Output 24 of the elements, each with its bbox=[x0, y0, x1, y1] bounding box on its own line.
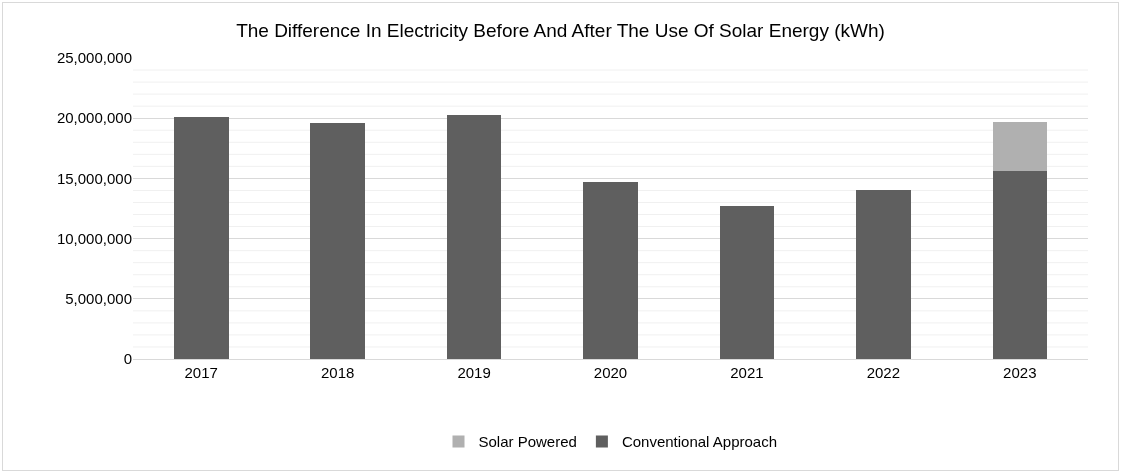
x-tick-label: 2020 bbox=[593, 364, 628, 381]
y-tick-label: 25,000,000 bbox=[56, 49, 132, 67]
bar bbox=[173, 117, 229, 359]
x-tick-label: 2021 bbox=[730, 364, 764, 381]
bar bbox=[856, 190, 911, 359]
legend-label: Solar Powered bbox=[478, 433, 577, 451]
bar bbox=[310, 123, 365, 359]
y-tick-label: 15,000,000 bbox=[56, 169, 132, 187]
x-tick-label: 2018 bbox=[320, 364, 355, 381]
y-tick-label: 5,000,000 bbox=[65, 290, 132, 308]
bar bbox=[446, 114, 502, 359]
y-tick-label: 10,000,000 bbox=[56, 229, 132, 247]
y-tick-label: 20,000,000 bbox=[56, 109, 132, 127]
x-tick-label: 2017 bbox=[184, 364, 218, 381]
chart-title: The Difference In Electricity Before And After The Use Of Solar Energy (kWh) bbox=[236, 20, 885, 42]
y-tick-label: 0 bbox=[123, 350, 132, 368]
bar bbox=[992, 121, 1048, 172]
x-tick-label: 2022 bbox=[866, 364, 901, 381]
legend-label: Conventional Approach bbox=[621, 433, 778, 451]
x-tick-label: 2019 bbox=[457, 364, 491, 381]
bar bbox=[992, 171, 1048, 359]
bar bbox=[583, 182, 638, 359]
bar bbox=[719, 206, 775, 359]
x-tick-label: 2023 bbox=[1003, 364, 1037, 381]
